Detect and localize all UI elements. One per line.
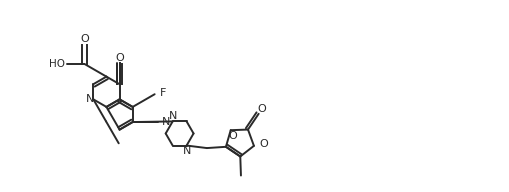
Text: N: N	[161, 117, 170, 127]
Text: HO: HO	[49, 59, 65, 69]
Text: N: N	[168, 111, 177, 121]
Text: O: O	[259, 139, 268, 149]
Text: F: F	[160, 88, 166, 98]
Text: N: N	[86, 94, 94, 104]
Text: O: O	[80, 34, 89, 44]
Text: N: N	[182, 146, 191, 156]
Text: O: O	[229, 131, 237, 141]
Text: O: O	[115, 53, 124, 63]
Text: O: O	[258, 103, 267, 113]
